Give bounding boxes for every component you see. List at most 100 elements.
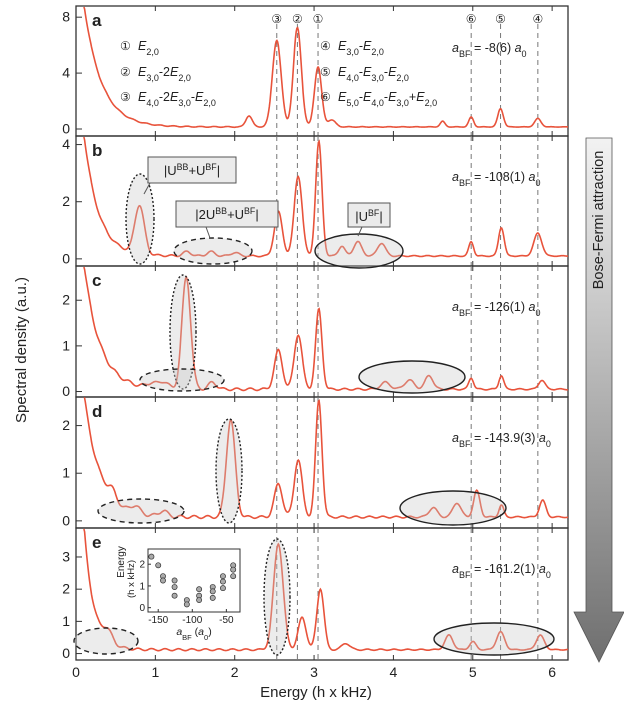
y-tick-label: 0 — [62, 383, 70, 399]
panel-frame — [75, 527, 569, 661]
y-tick-label: 1 — [62, 613, 70, 629]
y-tick-label: 2 — [62, 193, 70, 209]
line-marker: ③ — [271, 12, 282, 26]
callout-box — [347, 202, 391, 228]
spectrum-trace — [83, 397, 569, 520]
legend-text: E2,0 — [138, 39, 159, 57]
highlight-regions — [73, 173, 555, 656]
ellipse-c-low — [139, 368, 225, 392]
a-bf-label: aBF = -143.9(3) a0 — [452, 431, 551, 449]
legend-marker: ④ — [320, 39, 331, 53]
legend-marker: ⑥ — [320, 90, 331, 104]
inset-point — [209, 594, 216, 601]
legend-text: E4,0-E3,0-E2,0 — [338, 65, 409, 83]
panel-label: b — [92, 141, 102, 160]
callout-pointer — [143, 182, 151, 195]
a-bf-label: aBF = -161.2(1) a0 — [452, 562, 551, 580]
spectrum-trace — [83, 6, 568, 129]
legend-text: E3,0-2E2,0 — [138, 65, 191, 83]
inset-point — [220, 573, 226, 580]
inset-point — [196, 597, 203, 604]
arrow-label: Bose-Fermi attraction — [591, 151, 607, 290]
inset-x-tick-label: -150 — [148, 615, 168, 626]
y-tick-label: 0 — [62, 250, 70, 266]
legend-text: E4,0-2E3,0-E2,0 — [138, 90, 216, 108]
inset-point — [160, 577, 166, 584]
inset-point — [171, 577, 178, 584]
inset-point — [230, 566, 237, 573]
inset-x-tick-label: -100 — [182, 615, 202, 626]
callout-text: |UBF| — [355, 208, 382, 224]
line-marker: ① — [313, 12, 324, 26]
x-tick-label: 6 — [548, 664, 556, 680]
y-tick-label: 8 — [62, 9, 70, 25]
ellipse-e-high — [433, 622, 555, 656]
legend-marker: ② — [120, 65, 131, 79]
inset-x-tick-label: -50 — [219, 615, 234, 626]
inset-point — [196, 586, 203, 593]
callout-text: |2UBB+UBF| — [195, 206, 258, 222]
y-tick-label: 0 — [62, 121, 70, 137]
x-axis-label: Energy (h x kHz) — [260, 684, 372, 701]
ellipse-d-peak — [215, 418, 243, 524]
callout-pointer — [205, 226, 211, 239]
y-tick-label: 2 — [62, 292, 70, 308]
ellipse-e-low — [73, 627, 139, 655]
y-tick-label: 4 — [62, 136, 70, 152]
y-tick-label: 2 — [62, 581, 70, 597]
ellipse-c-peak — [169, 274, 197, 390]
line-marker: ④ — [532, 12, 543, 26]
line-marker: ⑥ — [466, 12, 477, 26]
inset-point — [220, 585, 226, 592]
y-tick-label: 1 — [62, 465, 70, 481]
a-bf-label: aBF = -126(1) a0 — [452, 300, 540, 318]
a-bf-label: aBF = -108(1) a0 — [452, 170, 540, 188]
panel-e: 0 1 2 3 e aBF = -161.2(1) a0 — [62, 527, 569, 661]
line-marker: ⑤ — [495, 12, 506, 26]
legend-marker: ① — [120, 39, 131, 53]
line-marker: ② — [292, 12, 303, 26]
y-tick-label: 0 — [62, 645, 70, 661]
panel-label: a — [92, 11, 102, 30]
inset-point — [148, 553, 155, 560]
y-tick-label: 4 — [62, 65, 70, 81]
legend-text: E3,0-E2,0 — [338, 39, 384, 57]
y-axis-label: Spectral density (a.u.) — [13, 277, 30, 423]
attraction-arrow: Bose-Fermi attraction — [573, 137, 624, 663]
x-tick-label: 3 — [310, 664, 318, 680]
ellipse-ubb-ubf — [125, 173, 155, 265]
inset-point — [220, 578, 226, 585]
inset-y-label: Energy — [116, 546, 127, 578]
inset-y-label: (h x kHz) — [126, 560, 137, 598]
inset-point — [171, 592, 178, 599]
x-tick-label: 1 — [151, 664, 159, 680]
ellipse-c-high — [358, 360, 466, 394]
panel-label: d — [92, 402, 102, 421]
legend-text: E5,0-E4,0-E3,0+E2,0 — [338, 90, 437, 108]
ellipse-2ubb-ubf — [173, 237, 253, 265]
ellipse-d-low — [97, 498, 185, 524]
callout-box — [175, 200, 279, 228]
inset-point — [209, 588, 216, 595]
spectrum-trace — [83, 136, 569, 258]
x-tick-label: 4 — [390, 664, 398, 680]
x-tick-label: 5 — [469, 664, 477, 680]
legend-marker: ③ — [120, 90, 131, 104]
inset-y-tick-label: 2 — [139, 560, 145, 571]
legend-marker: ⑤ — [320, 65, 331, 79]
panel-b: 0 2 4 b aBF = -108(1) a0 — [62, 135, 569, 267]
panel-c: 0 1 2 c aBF = -126(1) a0 — [62, 265, 569, 399]
callout-text: |UBB+UBF| — [164, 162, 220, 178]
ellipse-ubf — [314, 233, 404, 269]
inset-point — [230, 573, 237, 580]
inset-y-tick-label: 0 — [139, 603, 145, 614]
ellipse-d-high — [399, 490, 507, 526]
inset-point — [171, 584, 178, 590]
a-bf-label: aBF = -8(6) a0 — [452, 41, 527, 59]
y-tick-label: 3 — [62, 548, 70, 564]
inset-point — [155, 562, 162, 569]
y-tick-label: 0 — [62, 512, 70, 528]
inset-plot: 0 1 2 -150 -100 -50 Energy (h x kHz) aBF (a0) — [116, 546, 241, 642]
